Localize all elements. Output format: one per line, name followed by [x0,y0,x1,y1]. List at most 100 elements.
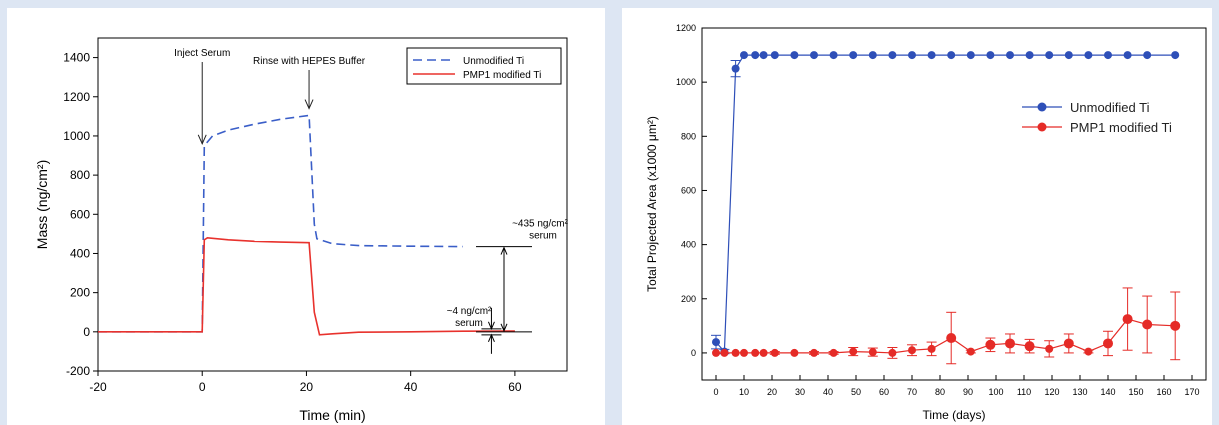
y-tick-label: 200 [681,294,696,304]
x-tick-label: 100 [988,387,1003,397]
pmp1-data-point [751,348,760,357]
unmodified-data-point [712,338,720,347]
y-tick-label: 1200 [63,90,90,104]
pmp1-data-point [1005,338,1015,349]
y-tick-label: 1200 [676,23,696,33]
annotation-435-line2: serum [529,231,557,242]
unmodified-data-point [1045,51,1054,60]
unmodified-data-point [868,51,877,60]
pmp1-data-point [790,348,799,357]
legend-label: PMP1 modified Ti [463,70,541,81]
y-tick-label: 400 [70,246,90,260]
unmodified-data-point [1171,51,1180,60]
pmp1-data-point [849,347,858,356]
unmodified-data-point [740,51,748,60]
y-tick-label: 0 [691,348,696,358]
pmp1-data-point [985,339,996,350]
annotation-4-line1: ~4 ng/cm² [447,306,492,317]
chart-right-panel: 0 200 400 600 800 1000 1200 0 10 20 30 40 50 60 70 80 90… [622,8,1212,425]
pmp1-legend-swatch-dot [1037,122,1047,132]
pmp1-data-point [1024,341,1035,352]
unmodified-data-point [947,51,956,60]
x-tick-label: 0 [199,380,206,394]
unmodified-data-point [927,51,936,60]
unmodified-data-point [810,51,818,60]
pmp1-data-point [888,348,897,357]
x-tick-label: 40 [823,387,833,397]
x-tick-label: 10 [739,387,749,397]
unmodified-data-point [751,51,760,60]
pmp1-data-point [927,344,936,353]
x-tick-label: 130 [1072,387,1087,397]
y-tick-label: 800 [681,131,696,141]
x-tick-label: 110 [1017,387,1031,397]
unmodified-data-point [1084,51,1093,60]
x-tick-label: 150 [1128,387,1143,397]
annotation-4-line2: serum [455,318,483,329]
x-tick-label: 20 [767,387,777,397]
pmp1-data-point [946,333,957,344]
y-tick-label: 0 [83,325,90,339]
pmp1-data-point [1122,314,1133,325]
unmodified-data-point [790,51,799,60]
y-tick-label: 1000 [63,129,90,143]
unmodified-data-point [1104,51,1112,60]
pmp1-data-point [1084,347,1093,356]
x-tick-label: 120 [1044,387,1059,397]
unmodified-data-point [731,64,740,73]
pmp1-data-point [712,348,720,357]
pmp1-data-point [908,346,916,355]
unmodified-data-point [849,51,858,60]
plot-frame [701,27,1207,381]
unmodified-data-point [966,51,975,60]
pmp1-data-point [770,348,779,357]
unmodified-data-point [770,51,779,60]
unmodified-data-point [1006,51,1014,60]
y-tick-label: 400 [681,240,696,250]
unmodified-data-point [888,51,897,60]
unmodified-data-point [759,51,768,60]
unmodified-data-point [1025,51,1034,60]
x-tick-label: 80 [935,387,945,397]
x-axis-title: Time (days) [923,408,986,422]
pmp1-ti-line [98,236,515,336]
pmp1-data-point [966,347,975,356]
unmodified-data-point [908,51,916,60]
x-tick-label: 170 [1184,387,1199,397]
y-tick-label: -200 [66,364,90,378]
inject-arrow-head [197,134,207,146]
unmodified-legend-swatch-dot [1037,102,1047,112]
x-tick-label: 0 [713,387,718,397]
rinse-label: Rinse with HEPES Buffer [253,56,366,67]
projected-area-chart: 0 200 400 600 800 1000 1200 0 10 20 30 40 50 60 70 80 90… [645,23,1207,422]
annotation-435-line1: ~435 ng/cm² [512,219,569,230]
unmodified-data-point [986,51,995,60]
pmp1-data-point [1142,319,1153,330]
unmodified-data-point [1123,51,1132,60]
y-axis-title: Mass (ng/cm²) [34,160,50,249]
y-tick-label: 1400 [63,51,90,65]
pmp1-data-point [720,348,729,357]
x-tick-label: 60 [508,380,522,394]
legend-label: Unmodified Ti [463,56,524,67]
unmodified-ti-line [98,114,463,333]
x-tick-label: 50 [851,387,861,397]
legend-box [406,47,562,85]
pmp1-data-point [829,348,838,357]
bracket-arrow-down [500,323,508,333]
bracket-arrow-up [500,246,508,255]
x-axis-title: Time (min) [299,407,365,423]
x-tick-label: 40 [404,380,418,394]
pmp1-data-point [731,348,740,357]
chart-left-panel: -200 0 200 400 600 800 1000 1200 1400 -20 0 20 40 60 T… [7,8,605,425]
x-tick-label: 160 [1156,387,1171,397]
y-tick-label: 200 [70,286,90,300]
x-tick-label: 140 [1100,387,1115,397]
pmp1-data-point [868,348,877,357]
inject-serum-label: Inject Serum [174,48,230,59]
unmodified-data-point [1143,51,1152,60]
y-axis-title: Total Projected Area (x1000 μm²) [645,116,659,292]
y-tick-label: 1000 [676,77,696,87]
unmodified-data-point [1064,51,1073,60]
